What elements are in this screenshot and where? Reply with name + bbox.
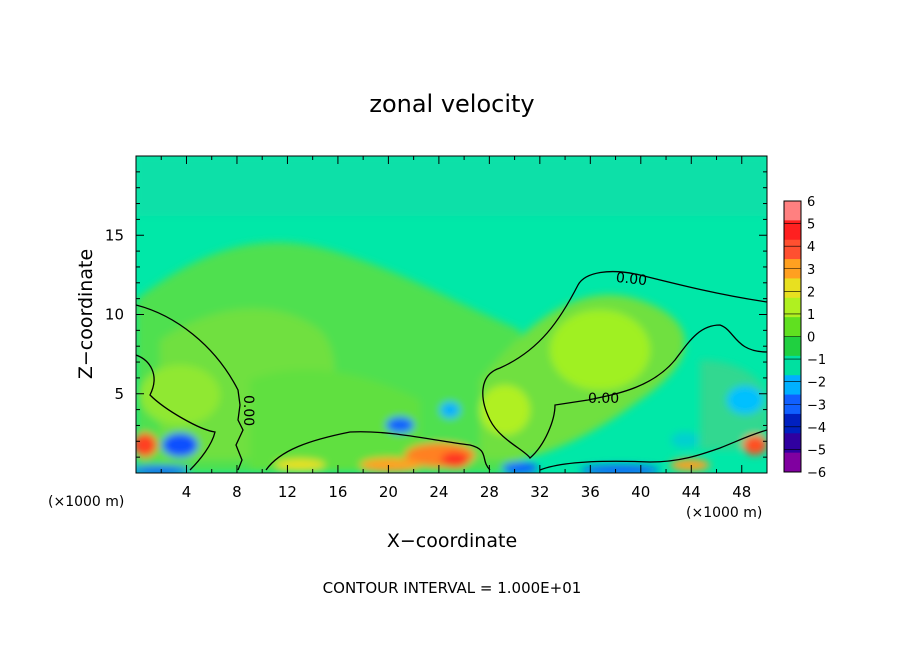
- colorbar-swatch: [784, 336, 801, 357]
- x-tick-label: 8: [232, 483, 242, 501]
- colorbar-label: −6: [807, 466, 826, 481]
- contour-line-bottom-right: [539, 429, 767, 471]
- contour-line-left-lower: [136, 354, 216, 471]
- y-axis-label: Z−coordinate: [75, 249, 97, 379]
- colorbar-swatch: [784, 220, 801, 241]
- colorbar-label: 0: [807, 331, 815, 346]
- x-tick-label: 16: [328, 483, 347, 501]
- contour-interval-footnote: CONTOUR INTERVAL = 1.000E+01: [323, 579, 582, 597]
- colorbar-label: 6: [807, 195, 815, 210]
- colorbar-swatch: [784, 355, 801, 376]
- chart-title: zonal velocity: [369, 90, 534, 118]
- x-tick-label: 40: [631, 483, 650, 501]
- x-axis-ticks: 4 8 12 16 20 24 28 32 36 40 44 48: [160, 156, 751, 501]
- y-axis-ticks: 5 10 15: [105, 171, 767, 458]
- x-axis-label: X−coordinate: [387, 530, 517, 552]
- colorbar-swatch: [784, 317, 801, 337]
- colorbar-label: −1: [807, 353, 826, 368]
- colorbar-label: 4: [807, 240, 815, 255]
- colorbar-label: 2: [807, 285, 815, 300]
- x-tick-label: 44: [682, 483, 701, 501]
- contour-label: 0.00: [588, 391, 619, 407]
- contour-labels: 0.00 0.00 0.00: [240, 270, 648, 426]
- x-tick-label: 28: [480, 483, 499, 501]
- y-tick-label: 15: [105, 226, 124, 244]
- contour-lines: [136, 270, 767, 471]
- contour-line-left: [136, 304, 244, 471]
- plot-area: 0.00 0.00 0.00: [136, 156, 767, 473]
- contour-line-right: [482, 270, 767, 459]
- x-tick-label: 36: [581, 483, 600, 501]
- colorbar-swatch: [784, 239, 801, 260]
- y-tick-label: 5: [114, 385, 124, 403]
- x-tick-label: 48: [732, 483, 751, 501]
- colorbar-label: −2: [807, 376, 826, 391]
- x-tick-label: 20: [379, 483, 398, 501]
- x-tick-label: 32: [530, 483, 549, 501]
- colorbar-swatch: [784, 452, 801, 473]
- x-tick-label: 24: [429, 483, 448, 501]
- x-tick-label: 4: [182, 483, 192, 501]
- colorbar-swatch: [784, 201, 801, 221]
- colorbar-swatch: [784, 433, 801, 454]
- colorbar-swatch: [784, 375, 801, 396]
- x-unit-left: (×1000 m): [48, 494, 124, 510]
- colorbar-swatch: [784, 297, 801, 318]
- colorbar-swatch: [784, 413, 801, 434]
- colorbar: 6 5 4 3 2 1 0 −1 −2 −3 −4 −5 −6: [783, 195, 826, 481]
- colorbar-label: −3: [807, 398, 826, 413]
- colorbar-label: 1: [807, 308, 815, 323]
- contour-label: 0.00: [615, 270, 648, 289]
- colorbar-label: −5: [807, 443, 826, 458]
- x-unit-right: (×1000 m): [686, 505, 762, 521]
- contour-line-bottom: [265, 431, 491, 471]
- velocity-field: [136, 156, 767, 473]
- colorbar-label: −4: [807, 421, 826, 436]
- colorbar-label: 5: [807, 218, 815, 233]
- x-tick-label: 12: [278, 483, 297, 501]
- colorbar-label: 3: [807, 263, 815, 278]
- colorbar-swatch: [784, 278, 801, 299]
- y-tick-label: 10: [105, 306, 124, 324]
- contour-label: 0.00: [240, 395, 256, 426]
